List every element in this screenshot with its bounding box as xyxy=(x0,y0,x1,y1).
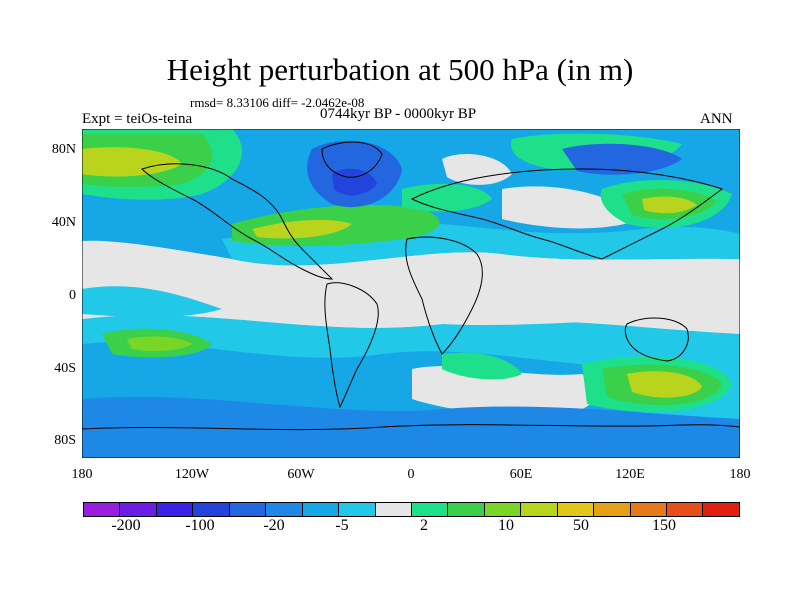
lat-label-40n: 40N xyxy=(51,215,76,230)
lat-label-40s: 40S xyxy=(54,361,76,376)
field-navy-n-atlantic-core xyxy=(332,168,377,196)
lon-label-120e: 120E xyxy=(615,467,645,482)
colorbar-box xyxy=(229,503,267,516)
season-label: ANN xyxy=(700,111,733,127)
lon-label-60w: 60W xyxy=(287,467,315,482)
lat-label-80n: 80N xyxy=(51,142,76,157)
coast-australia xyxy=(624,317,689,362)
colorbar-box xyxy=(375,503,412,516)
time-period-label: 0744kyr BP - 0000kyr BP xyxy=(320,106,477,122)
colorbar-box xyxy=(630,503,667,516)
colorbar-box xyxy=(84,503,121,516)
colorbar-box xyxy=(448,503,485,516)
colorbar-label: -20 xyxy=(263,517,285,534)
colorbar xyxy=(83,502,740,517)
field-neutral-arctic-gap xyxy=(442,154,512,185)
field-lime-n-pacific xyxy=(642,196,697,214)
field-teal-s-indian xyxy=(442,352,522,380)
map-plot xyxy=(82,129,740,458)
colorbar-label: -5 xyxy=(335,517,349,534)
field-cyan-equatorial-west xyxy=(82,286,222,318)
colorbar-label: 2 xyxy=(420,517,428,534)
coast-africa xyxy=(405,236,483,355)
colorbar-box xyxy=(120,503,157,516)
contour-field xyxy=(82,129,740,458)
colorbar-box xyxy=(557,503,595,516)
coast-antarctica xyxy=(82,424,740,431)
lon-label-180e: 180 xyxy=(729,467,751,482)
lat-label-0: 0 xyxy=(69,288,76,303)
colorbar-label: -100 xyxy=(185,517,215,534)
colorbar-box xyxy=(266,503,303,516)
field-blue-south xyxy=(82,396,740,458)
field-mustard-arctic-west xyxy=(82,147,182,177)
colorbar-box xyxy=(521,503,558,516)
colorbar-label: 150 xyxy=(652,517,676,534)
colorbar-label: 50 xyxy=(573,517,589,534)
coast-greenland xyxy=(321,141,383,178)
colorbar-box xyxy=(484,503,522,516)
colorbar-box xyxy=(703,503,739,516)
colorbar-box xyxy=(411,503,449,516)
experiment-label: Expt = teiOs-teina xyxy=(82,111,193,127)
field-lime-s-pacific xyxy=(627,371,702,398)
lat-label-80s: 80S xyxy=(54,433,76,448)
lon-label-120w: 120W xyxy=(174,467,210,482)
colorbar-box xyxy=(667,503,704,516)
coast-north-america xyxy=(141,163,334,280)
field-neutral-equatorial-band xyxy=(82,248,740,328)
field-neutral-south-gap xyxy=(412,366,596,416)
lon-label-0: 0 xyxy=(407,467,415,482)
colorbar-label: -200 xyxy=(111,517,141,534)
field-lime-sw-pacific xyxy=(127,336,192,352)
colorbar-label: 10 xyxy=(498,517,514,534)
colorbar-box xyxy=(594,503,631,516)
rmsd-diff-stats: rmsd= 8.33106 diff= -2.0462e-08 xyxy=(190,95,365,110)
colorbar-box xyxy=(339,503,376,516)
colorbar-box xyxy=(156,503,194,516)
colorbar-box xyxy=(302,503,340,516)
coastlines xyxy=(82,141,740,431)
lon-label-180w: 180 xyxy=(71,467,93,482)
plot-title: Height perturbation at 500 hPa (in m) xyxy=(166,52,634,87)
coast-south-america xyxy=(324,282,379,409)
lon-label-60e: 60E xyxy=(509,467,533,482)
colorbar-box xyxy=(193,503,230,516)
coast-eurasia xyxy=(410,168,724,260)
field-neutral-central-asia xyxy=(502,186,642,229)
field-lime-n-atlantic xyxy=(252,219,352,239)
field-deepblue-n-pacific xyxy=(562,143,682,175)
